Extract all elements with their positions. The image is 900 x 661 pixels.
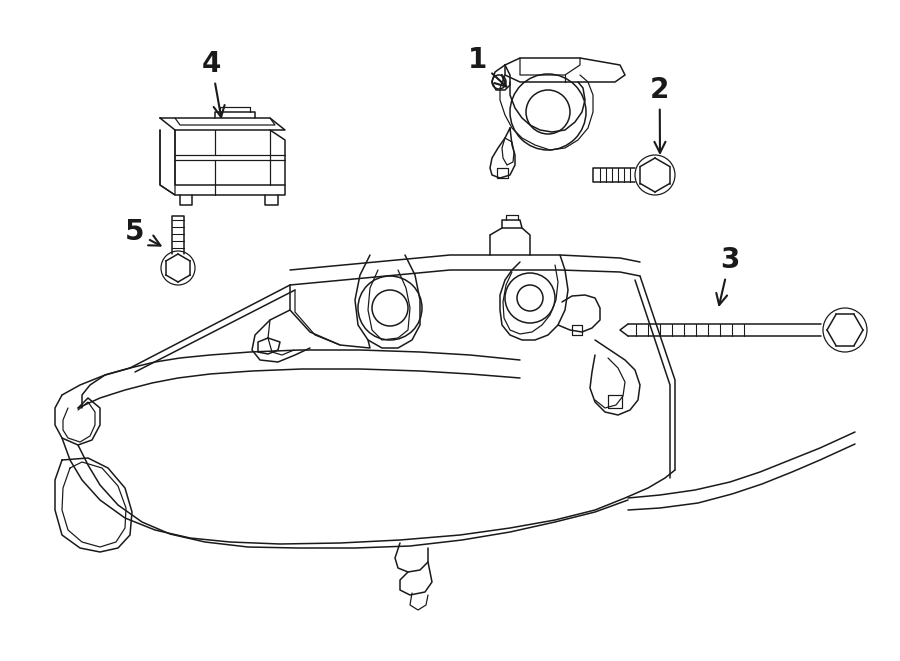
Text: 5: 5 [125,218,160,246]
Text: 4: 4 [202,50,225,117]
Text: 1: 1 [468,46,507,87]
Text: 3: 3 [716,246,740,305]
Text: 2: 2 [650,76,670,153]
